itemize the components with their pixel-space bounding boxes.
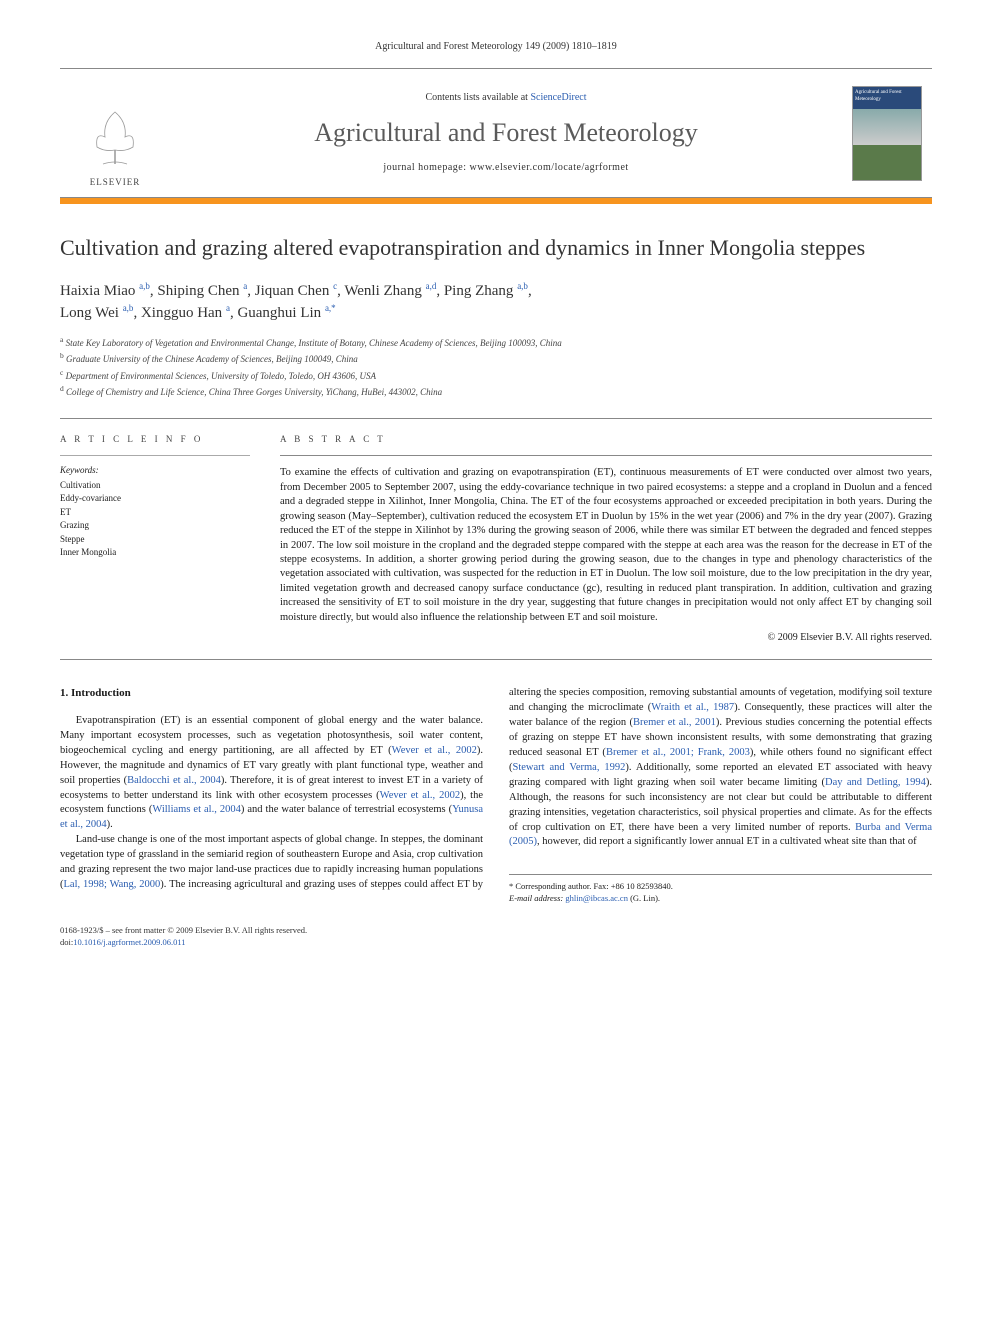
keyword: Cultivation [60,479,250,493]
aff-link[interactable]: a,b [517,281,528,291]
keyword: Eddy-covariance [60,492,250,506]
publisher-block: ELSEVIER [60,69,170,197]
citation[interactable]: Day and Detling, 1994 [825,777,926,788]
copyright-line: © 2009 Elsevier B.V. All rights reserved… [280,631,932,645]
journal-masthead: ELSEVIER Contents lists available at Sci… [60,68,932,198]
author: Xingguo Han a [141,305,230,321]
article-info-column: A R T I C L E I N F O Keywords: Cultivat… [60,433,250,646]
author: Ping Zhang a,b [444,283,528,299]
author: Haixia Miao a,b [60,283,150,299]
homepage-url: www.elsevier.com/locate/agrformet [470,162,629,173]
keyword: Inner Mongolia [60,546,250,560]
aff-link[interactable]: a,b [139,281,150,291]
body-paragraph: Evapotranspiration (ET) is an essential … [60,714,483,833]
journal-name: Agricultural and Forest Meteorology [170,115,842,151]
divider [60,659,932,660]
citation[interactable]: Wever et al., 2002 [380,790,460,801]
divider [280,455,932,456]
keyword: Steppe [60,533,250,547]
affiliation: a State Key Laboratory of Vegetation and… [60,334,932,351]
journal-cover-thumb: Agricultural and Forest Meteorology [852,86,922,181]
keywords-heading: Keywords: [60,455,250,477]
cover-sky [853,109,921,145]
author: Wenli Zhang a,d [344,283,436,299]
author-list: Haixia Miao a,b, Shiping Chen a, Jiquan … [60,280,932,324]
keywords-list: Cultivation Eddy-covariance ET Grazing S… [60,479,250,560]
aff-link[interactable]: a,d [426,281,437,291]
affiliation: b Graduate University of the Chinese Aca… [60,350,932,367]
citation[interactable]: Baldocchi et al., 2004 [127,775,221,786]
author: Guanghui Lin a,* [237,305,335,321]
page-root: Agricultural and Forest Meteorology 149 … [0,0,992,979]
keyword: ET [60,506,250,520]
citation[interactable]: Wever et al., 2002 [392,745,477,756]
aff-link[interactable]: a,* [325,303,336,313]
aff-link[interactable]: a [226,303,230,313]
issn-copyright-line: 0168-1923/$ – see front matter © 2009 El… [60,925,932,937]
citation[interactable]: Bremer et al., 2001 [633,717,716,728]
email-label: E-mail address: [509,893,565,903]
corresponding-author-footnote: * Corresponding author. Fax: +86 10 8259… [509,874,932,905]
citation[interactable]: Stewart and Verma, 1992 [513,762,626,773]
doi-label: doi: [60,937,73,947]
aff-link[interactable]: c [333,281,337,291]
running-head: Agricultural and Forest Meteorology 149 … [60,40,932,54]
citation[interactable]: Wraith et al., 1987 [651,702,734,713]
aff-link[interactable]: a [243,281,247,291]
keyword: Grazing [60,519,250,533]
affiliation: c Department of Environmental Sciences, … [60,367,932,384]
masthead-right: Agricultural and Forest Meteorology [842,69,932,197]
author: Shiping Chen a [157,283,247,299]
corresponding-email-link[interactable]: ghlin@ibcas.ac.cn [565,893,628,903]
journal-homepage-line: journal homepage: www.elsevier.com/locat… [170,161,842,175]
page-footer: 0168-1923/$ – see front matter © 2009 El… [60,925,932,949]
affiliation: d College of Chemistry and Life Science,… [60,383,932,400]
elsevier-tree-icon [85,102,145,172]
abstract-label: A B S T R A C T [280,433,932,446]
masthead-center: Contents lists available at ScienceDirec… [170,69,842,197]
cover-field [853,145,921,180]
section-heading: 1. Introduction [60,686,483,702]
author: Long Wei a,b [60,305,133,321]
abstract-text: To examine the effects of cultivation an… [280,466,932,625]
citation[interactable]: Williams et al., 2004 [152,804,241,815]
article-body: 1. Introduction Evapotranspiration (ET) … [60,686,932,905]
info-abstract-row: A R T I C L E I N F O Keywords: Cultivat… [60,419,932,660]
contents-available-line: Contents lists available at ScienceDirec… [170,91,842,105]
accent-bar [60,198,932,204]
abstract-column: A B S T R A C T To examine the effects o… [280,433,932,646]
doi-link[interactable]: 10.1016/j.agrformet.2009.06.011 [73,937,185,947]
article-title: Cultivation and grazing altered evapotra… [60,234,932,262]
citation[interactable]: Lal, 1998; Wang, 2000 [64,879,161,890]
aff-link[interactable]: a,b [123,303,134,313]
affiliation-list: a State Key Laboratory of Vegetation and… [60,334,932,400]
citation[interactable]: Bremer et al., 2001; Frank, 2003 [606,747,750,758]
contents-prefix: Contents lists available at [425,92,530,103]
article-info-label: A R T I C L E I N F O [60,433,250,446]
sciencedirect-link[interactable]: ScienceDirect [530,92,586,103]
author: Jiquan Chen c [255,283,337,299]
publisher-name: ELSEVIER [90,176,141,189]
cover-title-strip: Agricultural and Forest Meteorology [853,87,921,109]
homepage-prefix: journal homepage: [383,162,469,173]
